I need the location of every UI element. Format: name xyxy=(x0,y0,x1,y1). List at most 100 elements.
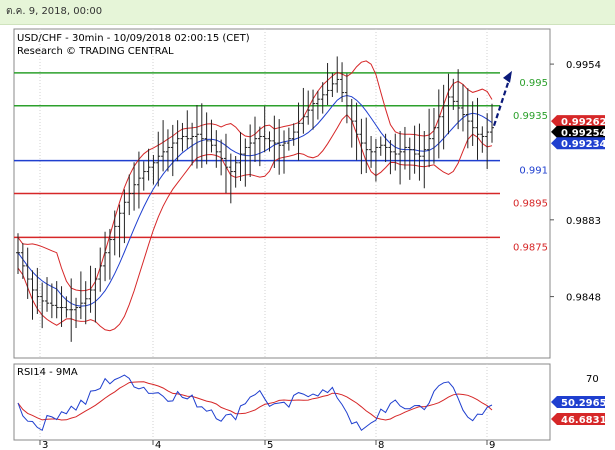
price-bar xyxy=(40,282,45,329)
price-bar xyxy=(117,204,122,258)
price-bar xyxy=(132,162,137,211)
price-bar xyxy=(354,102,359,161)
price-bar xyxy=(311,89,316,130)
price-bar xyxy=(248,124,253,177)
rsi-lines xyxy=(17,374,493,432)
price-bar xyxy=(441,84,446,150)
price-bar xyxy=(398,131,403,185)
price-bar xyxy=(146,148,151,181)
price-bar xyxy=(286,127,291,151)
grid-lines xyxy=(39,29,488,440)
price-bar xyxy=(45,277,50,312)
rsi-panel xyxy=(13,363,551,441)
price-bar xyxy=(490,103,494,143)
level-label: 0.9875 xyxy=(513,242,548,253)
y-tick-label: 0.9848 xyxy=(566,293,601,304)
price-bar xyxy=(475,97,480,160)
price-bar xyxy=(151,154,156,185)
level-label: 0.991 xyxy=(519,166,548,177)
rsi-value-tag-label: 50.2965 xyxy=(561,398,607,409)
price-bar xyxy=(112,210,117,256)
price-bar xyxy=(369,136,374,168)
price-bar xyxy=(74,297,79,329)
price-bar xyxy=(219,139,224,176)
price-bar xyxy=(228,153,233,204)
price-bar xyxy=(253,116,257,162)
price-bar xyxy=(451,78,456,110)
price-bar xyxy=(49,283,54,319)
price-bar xyxy=(233,156,238,188)
price-bar xyxy=(412,125,417,174)
price-bar xyxy=(282,130,287,174)
price-bar xyxy=(465,88,470,149)
price-bar xyxy=(378,136,383,156)
price-bar xyxy=(456,69,461,130)
price-bar xyxy=(30,270,35,320)
price-bar xyxy=(141,161,146,191)
price-bar xyxy=(349,98,354,148)
price-bars xyxy=(16,56,512,342)
axis-ticks: 0.9954 0.9883 0.9848 70 3 4 5 8 9 xyxy=(39,60,601,450)
price-bar xyxy=(69,278,74,342)
price-bar xyxy=(88,265,93,313)
price-bar xyxy=(190,122,195,166)
rsi-value-tag: 46.6831 xyxy=(551,413,607,426)
x-tick-label: 5 xyxy=(267,440,273,450)
price-bar xyxy=(422,130,427,189)
chart-title: USD/CHF - 30min - 10/09/2018 02:00:15 (C… xyxy=(17,33,250,44)
rsi-y-tick-label: 70 xyxy=(586,374,599,385)
x-tick-label: 3 xyxy=(42,440,48,450)
price-bar xyxy=(383,133,388,163)
price-bar xyxy=(480,126,485,153)
price-bar xyxy=(272,115,277,168)
price-bar xyxy=(25,247,30,299)
price-tag-label: 0.99254 xyxy=(561,128,607,139)
x-tick-label: 4 xyxy=(155,440,161,450)
price-bar xyxy=(431,108,436,164)
price-bar xyxy=(485,113,490,170)
y-tick-label: 0.9883 xyxy=(566,216,601,227)
price-tag-label: 0.99262 xyxy=(561,117,607,128)
lower-band xyxy=(17,113,493,332)
price-bar xyxy=(388,140,393,175)
price-bar xyxy=(359,118,364,175)
forecast-arrow-head xyxy=(503,70,512,83)
price-bar xyxy=(175,120,180,162)
price-bar xyxy=(16,233,20,275)
rsi-ma-line xyxy=(17,381,493,421)
level-label: 0.995 xyxy=(519,78,548,89)
price-bar xyxy=(427,108,432,168)
price-bar xyxy=(35,267,40,314)
price-bar xyxy=(238,132,243,181)
price-bar xyxy=(257,126,262,167)
price-bar xyxy=(156,131,161,187)
price-bar xyxy=(78,271,83,320)
price-bar xyxy=(59,286,64,327)
y-tick-label: 0.9954 xyxy=(566,60,601,71)
chart-subtitle: Research © TRADING CENTRAL xyxy=(17,46,174,57)
price-bar xyxy=(364,117,369,174)
price-bar xyxy=(223,133,228,194)
price-bar xyxy=(194,105,199,169)
price-bar xyxy=(340,62,345,103)
forecast-arrow xyxy=(492,76,512,127)
rsi-value-tag: 50.2965 xyxy=(551,396,607,409)
price-bar xyxy=(470,101,475,146)
price-chart[interactable]: 0.995 0.9935 0.991 0.9895 0.9875 0.9954 0.988… xyxy=(0,24,615,450)
date-label: ต.ค. 9, 2018, 00:00 xyxy=(6,6,103,17)
price-bar xyxy=(436,89,441,159)
price-bar xyxy=(83,281,88,325)
price-bar xyxy=(407,137,412,180)
chart-date-bar: ต.ค. 9, 2018, 00:00 xyxy=(0,0,615,25)
x-tick-label: 8 xyxy=(378,440,384,450)
rsi-title: RSI14 - 9MA xyxy=(17,367,78,378)
price-bar xyxy=(277,119,282,175)
price-bar xyxy=(296,102,301,161)
price-bar xyxy=(98,247,103,292)
price-bar xyxy=(335,56,340,93)
price-bar xyxy=(330,72,335,98)
price-bar xyxy=(460,84,465,132)
price-bar xyxy=(320,82,325,114)
level-label: 0.9935 xyxy=(513,111,548,122)
